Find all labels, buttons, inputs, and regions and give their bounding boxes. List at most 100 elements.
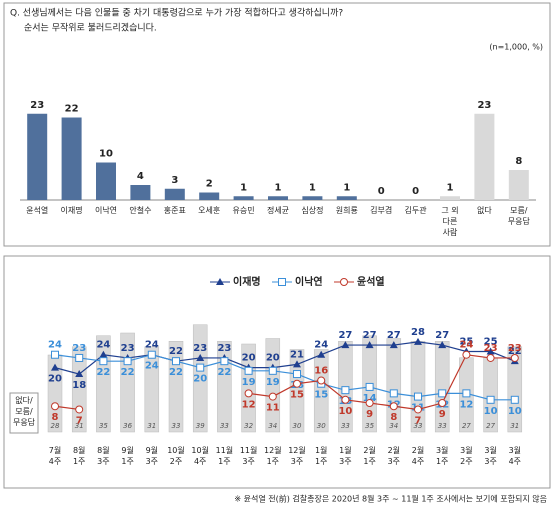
value-label: 23 [30,100,44,111]
marker [244,366,253,375]
value-label: 0 [378,186,385,197]
point-label: 23 [121,343,135,354]
x-tick-label: 2월 3주 [388,445,400,466]
point-label: 19 [242,377,256,388]
x-tick-label: 김부겸 [370,205,392,215]
bar [268,196,288,200]
x-tick-label: 윤석열 [26,205,48,215]
x-tick-label: 7월 4주 [49,445,61,466]
bar [483,357,498,433]
point-label: 15 [314,390,328,401]
point-label: 12 [459,399,473,410]
x-tick-label: 이낙연 [95,205,117,215]
x-tick-label: 오세훈 [198,205,220,215]
marker [462,350,471,359]
value-label: 23 [477,100,491,111]
value-label: 0 [412,186,419,197]
point-label: 25 [459,337,473,348]
x-tick-label: 3월 4주 [509,445,521,466]
bar-label: 33 [341,422,350,430]
marker [293,360,301,368]
point-label: 10 [508,406,522,417]
point-label: 7 [76,415,83,426]
point-label: 24 [459,340,473,351]
bar [192,324,208,433]
value-label: 1 [240,182,247,193]
point-label: 27 [338,330,352,341]
bar-label: 33 [414,422,423,430]
marker [414,405,422,414]
marker [293,379,301,388]
point-label: 12 [242,399,256,410]
bar [61,117,82,200]
value-label: 1 [309,182,316,193]
marker [51,350,59,359]
x-tick-label: 11월 3주 [240,445,258,466]
value-label: 22 [65,104,79,115]
bar [440,196,460,200]
marker [244,389,253,398]
point-label: 8 [52,412,59,423]
bar-label: 27 [462,422,471,430]
legend-marker [340,278,348,286]
bar [233,196,254,200]
point-label: 16 [314,365,328,376]
marker [438,389,447,398]
point-label: 23 [508,343,522,354]
bar [313,349,329,433]
legend-label: 윤석열 [357,275,385,288]
point-label: 22 [96,367,110,378]
bar-label: 33 [220,422,229,430]
bar [386,338,402,433]
bar-label: 31 [510,422,519,430]
bar-label: 30 [293,422,302,430]
point-label: 25 [484,337,498,348]
point-label: 23 [484,343,498,354]
point-label: 22 [169,346,183,357]
marker [147,350,156,359]
value-label: 10 [99,149,113,160]
point-label: 9 [366,409,373,420]
point-label: 22 [121,367,135,378]
point-label: 14 [363,393,377,404]
bar [130,185,151,200]
marker [341,395,350,404]
x-tick-label: 김두관 [405,205,428,215]
x-tick-label: 9월 1주 [121,445,133,466]
subtitle: 순서는 무작위로 불러드리겠습니다. [24,23,157,34]
bar-label: 34 [389,422,398,430]
point-label: 24 [314,340,328,351]
x-tick-label: 이재명 [61,205,83,215]
marker [486,347,495,355]
x-tick-label: 3월 1주 [436,445,448,466]
value-label: 4 [137,171,144,182]
x-tick-label: 정세균 [267,205,289,215]
marker [438,341,447,349]
x-tick-label: 8월 1주 [73,445,85,466]
point-label: 23 [193,343,207,354]
marker [75,370,84,378]
x-tick-label: 없다 [477,206,492,215]
bottom-panel [3,255,551,489]
bar-legend: 없다/모름/무응답 [13,396,36,427]
point-label: 27 [435,330,449,341]
bar [336,196,357,200]
bar [302,196,323,200]
legend-marker [216,278,224,285]
marker [389,341,398,349]
point-label: 22 [169,367,183,378]
point-label: 10 [338,406,352,417]
marker [438,399,447,408]
marker [75,405,84,414]
x-tick-label: 1월 3주 [339,445,351,466]
x-tick-label: 10월 4주 [191,445,209,466]
marker [268,392,277,401]
point-label: 15 [290,390,304,401]
question: Q. 선생님께서는 다음 인물들 중 차기 대통령감으로 누가 가장 적합하다고… [10,7,343,19]
x-tick-label: 11월 1주 [216,445,234,466]
point-label: 24 [145,361,159,372]
bar-label: 31 [75,422,84,430]
bar [96,162,116,200]
x-tick-label: 12월 1주 [264,445,282,466]
